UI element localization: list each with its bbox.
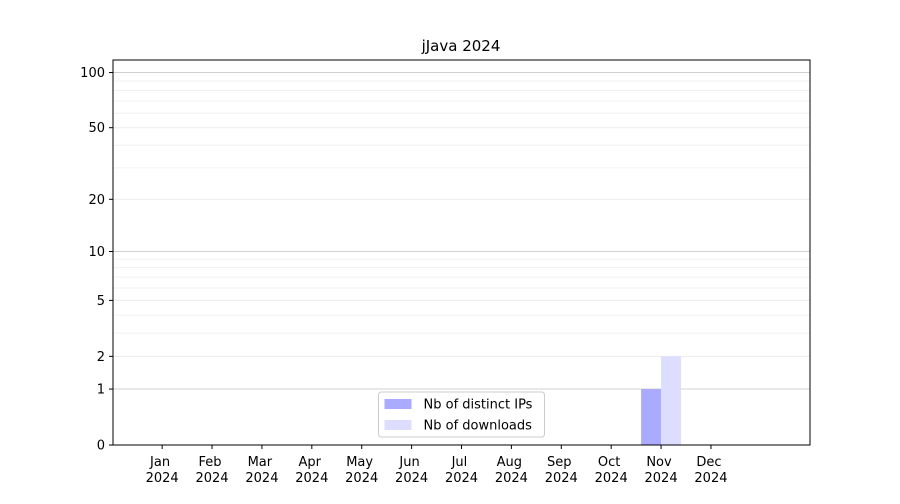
bar (661, 356, 682, 445)
x-tick-label: Jun 2024 (395, 455, 428, 486)
y-tick-label: 2 (97, 350, 105, 365)
x-tick-label: Jan 2024 (146, 455, 179, 486)
y-tick-label: 20 (88, 193, 105, 208)
plot-frame (112, 59, 811, 446)
x-tick-label: Apr 2024 (295, 455, 328, 486)
chart-title: jJava 2024 (421, 37, 501, 55)
x-tick-label: Nov 2024 (645, 455, 678, 486)
x-tick-label: Jul 2024 (445, 455, 478, 486)
y-tick-label: 10 (88, 245, 105, 260)
legend-label: Nb of distinct IPs (424, 398, 533, 413)
x-tick-label: Aug 2024 (495, 455, 528, 486)
legend-swatch (384, 420, 412, 430)
legend-swatch (384, 399, 412, 409)
legend-box (378, 391, 545, 438)
x-tick-label: Feb 2024 (195, 455, 228, 486)
x-tick-label: Oct 2024 (595, 455, 628, 486)
y-tick-label: 1 (97, 383, 105, 398)
legend-label: Nb of downloads (424, 419, 533, 434)
x-tick-label: Dec 2024 (694, 455, 727, 486)
x-tick-label: Mar 2024 (245, 455, 278, 486)
y-tick-label: 0 (97, 439, 105, 454)
bar (641, 389, 662, 445)
x-tick-label: May 2024 (345, 455, 378, 486)
x-tick-label: Sep 2024 (545, 455, 578, 486)
y-tick-label: 50 (88, 121, 105, 136)
y-tick-label: 100 (80, 66, 105, 81)
y-tick-label: 5 (97, 294, 105, 309)
